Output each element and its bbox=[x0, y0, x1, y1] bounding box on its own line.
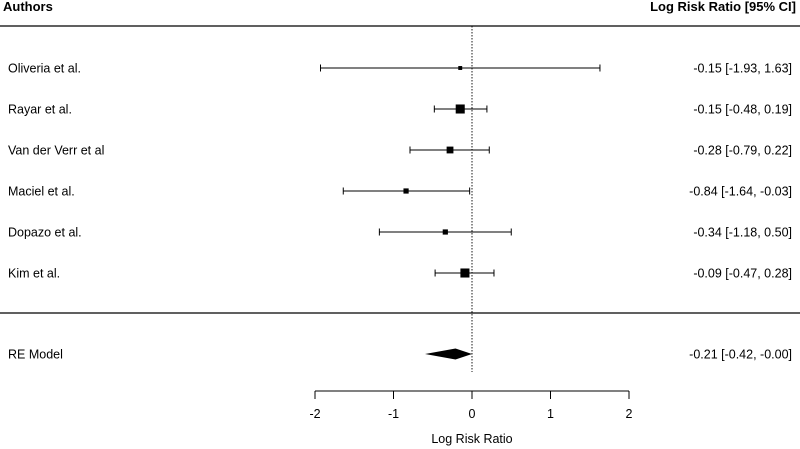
study-row: Oliveria et al. -0.15 [-1.93, 1.63] bbox=[8, 62, 792, 76]
x-tick-label: 2 bbox=[626, 407, 633, 421]
study-label: Maciel et al. bbox=[8, 185, 75, 199]
point-estimate bbox=[458, 66, 463, 70]
point-estimate bbox=[455, 104, 465, 114]
study-row: Van der Verr et al -0.28 [-0.79, 0.22] bbox=[8, 144, 792, 158]
ci-text: -0.34 [-1.18, 0.50] bbox=[693, 226, 792, 240]
study-label: Van der Verr et al bbox=[8, 144, 104, 158]
x-tick-label: 0 bbox=[469, 407, 476, 421]
study-label: Rayar et al. bbox=[8, 103, 72, 117]
ci-text: -0.15 [-0.48, 0.19] bbox=[693, 103, 792, 117]
ci-text: -0.09 [-0.47, 0.28] bbox=[693, 267, 792, 281]
study-row: Rayar et al. -0.15 [-0.48, 0.19] bbox=[8, 103, 792, 117]
summary-ci-text: -0.21 [-0.42, -0.00] bbox=[689, 348, 792, 362]
point-estimate bbox=[460, 268, 470, 278]
header-log-risk-ratio-ci: Log Risk Ratio [95% CI] bbox=[650, 0, 796, 14]
forest-marks: Oliveria et al. -0.15 [-1.93, 1.63] Rayar … bbox=[8, 26, 792, 446]
study-row: Dopazo et al. -0.34 [-1.18, 0.50] bbox=[8, 226, 792, 240]
point-estimate bbox=[403, 188, 409, 194]
x-axis: -2 -1 0 1 2 Log Risk Ratio bbox=[309, 390, 633, 446]
point-estimate bbox=[446, 146, 454, 154]
ci-text: -0.28 [-0.79, 0.22] bbox=[693, 144, 792, 158]
x-tick-label: 1 bbox=[547, 407, 554, 421]
study-label: Kim et al. bbox=[8, 267, 60, 281]
study-label: Dopazo et al. bbox=[8, 226, 82, 240]
summary-diamond bbox=[425, 348, 472, 360]
header-authors: Authors bbox=[3, 0, 53, 14]
summary-label: RE Model bbox=[8, 348, 63, 362]
ci-text: -0.84 [-1.64, -0.03] bbox=[689, 185, 792, 199]
ci-text: -0.15 [-1.93, 1.63] bbox=[693, 62, 792, 76]
study-row: Maciel et al. -0.84 [-1.64, -0.03] bbox=[8, 185, 792, 199]
x-tick-label: -1 bbox=[388, 407, 399, 421]
x-tick-label: -2 bbox=[309, 407, 320, 421]
x-axis-title: Log Risk Ratio bbox=[431, 432, 512, 446]
study-row: Kim et al. -0.09 [-0.47, 0.28] bbox=[8, 267, 792, 281]
summary-row: RE Model -0.21 [-0.42, -0.00] bbox=[8, 348, 792, 362]
study-label: Oliveria et al. bbox=[8, 62, 81, 76]
point-estimate bbox=[442, 229, 448, 235]
